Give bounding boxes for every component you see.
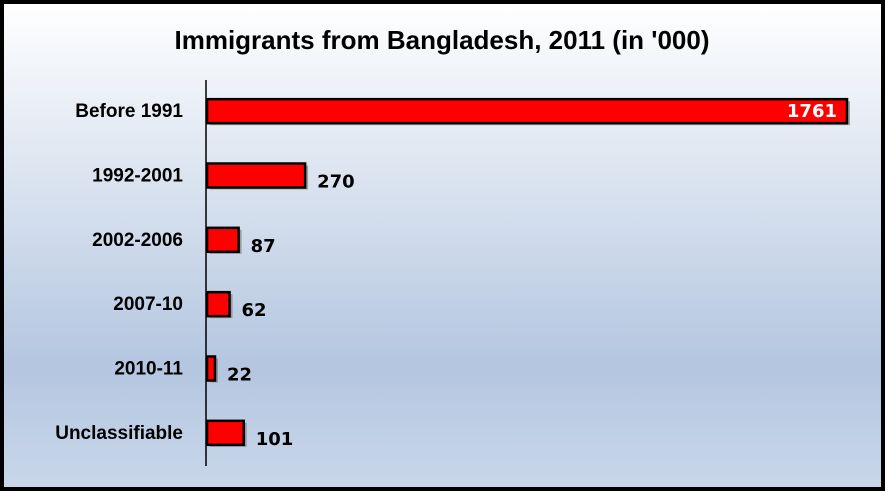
y-tick-label: Before 1991 <box>75 101 183 122</box>
bar <box>205 419 245 447</box>
data-label: 62 <box>242 300 267 321</box>
data-label: 22 <box>227 365 252 386</box>
y-tick-label: 2002-2006 <box>92 230 183 251</box>
bar <box>205 97 849 125</box>
bar <box>205 226 240 254</box>
bar <box>205 162 307 189</box>
bar <box>205 355 217 382</box>
chart-title: Immigrants from Bangladesh, 2011 (in '00… <box>174 25 709 55</box>
data-label: 1761 <box>787 101 837 122</box>
y-tick-label: Unclassifiable <box>55 423 183 444</box>
data-label: 270 <box>317 172 355 193</box>
bar <box>205 290 231 318</box>
y-tick-label: 1992-2001 <box>92 166 183 187</box>
data-label: 101 <box>256 429 294 450</box>
y-tick-label: 2010-11 <box>114 359 183 380</box>
data-label: 87 <box>251 236 276 257</box>
y-tick-label: 2007-10 <box>113 294 183 315</box>
